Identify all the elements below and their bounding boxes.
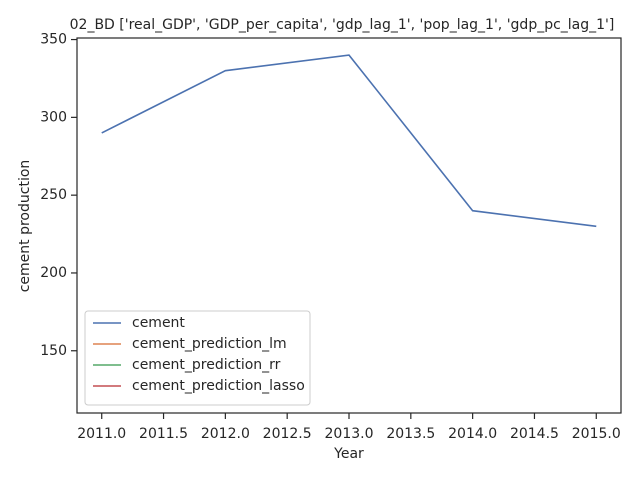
chart-title: 02_BD ['real_GDP', 'GDP_per_capita', 'gd… [70, 17, 615, 33]
x-tick-label: 2012.5 [263, 426, 312, 442]
y-tick-label: 150 [40, 343, 67, 359]
x-axis-label: Year [333, 446, 364, 462]
legend-label: cement_prediction_rr [132, 357, 281, 373]
y-axis-label: cement production [17, 160, 33, 293]
y-tick-label: 300 [40, 109, 67, 125]
x-tick-label: 2014.5 [510, 426, 559, 442]
y-tick-label: 250 [40, 187, 67, 203]
x-tick-label: 2014.0 [448, 426, 497, 442]
legend-box [84, 310, 311, 406]
plot-frame [76, 37, 622, 414]
x-tick-label: 2011.5 [139, 426, 188, 442]
legend-label: cement_prediction_lm [132, 336, 287, 352]
legend-label: cement_prediction_lasso [132, 378, 305, 394]
y-tick-label: 200 [40, 265, 67, 281]
x-tick-label: 2013.5 [386, 426, 435, 442]
y-tick-label: 350 [40, 32, 67, 48]
x-tick-label: 2015.0 [572, 426, 621, 442]
x-tick-label: 2011.0 [77, 426, 126, 442]
x-tick-label: 2012.0 [201, 426, 250, 442]
x-tick-label: 2013.0 [325, 426, 374, 442]
legend-label: cement [132, 315, 185, 331]
line-series [101, 54, 597, 228]
